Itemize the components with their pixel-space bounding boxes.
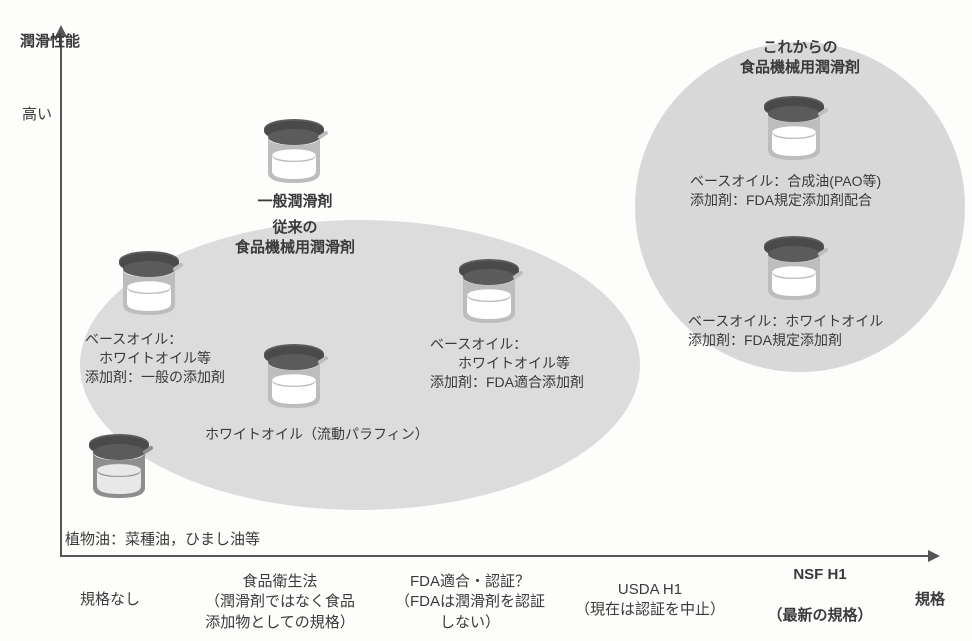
y-axis-tick-high: 高い xyxy=(22,105,52,125)
beaker-icon xyxy=(455,255,523,332)
general-lubricant-title: 一般潤滑剤 xyxy=(257,192,332,212)
y-axis-title: 潤滑性能 xyxy=(20,32,80,52)
future-title: これからの 食品機械用潤滑剤 xyxy=(740,38,860,79)
mid-annotation: ベースオイル： ホワイトオイル等 添加剤：FDA適合添加剤 xyxy=(430,335,584,392)
x-tick-0: 規格なし xyxy=(80,590,140,610)
x-axis-title: 規格 xyxy=(915,590,945,610)
left-annotation: ベースオイル： ホワイトオイル等 添加剤：一般の添加剤 xyxy=(85,330,225,387)
beaker-icon xyxy=(260,115,328,192)
beaker-icon xyxy=(760,92,828,169)
axis-y xyxy=(60,35,62,555)
axis-x-arrow-icon xyxy=(928,550,940,562)
x-tick-4: NSF H1 （最新の規格） xyxy=(767,565,872,626)
x-tick-1: 食品衛生法 （潤滑剤ではなく食品 添加物としての規格） xyxy=(205,572,355,633)
future-upper-annotation: ベースオイル：合成油(PAO等) 添加剤：FDA規定添加剤配合 xyxy=(690,172,881,210)
x-tick-3: USDA H1 （現在は認証を中止） xyxy=(575,580,725,621)
beaker-icon xyxy=(760,232,828,309)
beaker-icon xyxy=(260,340,328,417)
axis-x xyxy=(60,555,930,557)
beaker-icon xyxy=(85,430,153,507)
conventional-title: 従来の 食品機械用潤滑剤 xyxy=(235,218,355,259)
x-tick-2: FDA適合・認証？ （FDAは潤滑剤を認証 しない） xyxy=(395,572,545,633)
beaker-icon xyxy=(115,247,183,324)
future-lower-annotation: ベースオイル：ホワイトオイル 添加剤：FDA規定添加剤 xyxy=(688,312,883,350)
paraffin-annotation: ホワイトオイル（流動パラフィン） xyxy=(205,425,429,444)
vegetable-annotation: 植物油：菜種油，ひまし油等 xyxy=(65,530,260,550)
